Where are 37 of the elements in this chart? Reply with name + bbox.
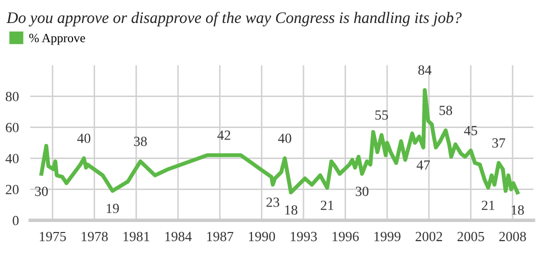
x-tick-label: 1984: [165, 232, 192, 242]
y-tick-label: 0: [12, 216, 19, 226]
y-tick-label: 80: [6, 92, 19, 102]
x-tick-label: 2002: [416, 232, 442, 242]
chart-title: Do you approve or disapprove of the way Congress is handling its job?: [6, 12, 462, 26]
annotation: 58: [440, 106, 452, 116]
annotation: 30: [356, 186, 368, 196]
annotation: 37: [492, 138, 506, 148]
x-tick-label: 1990: [248, 232, 276, 242]
annotation: 45: [464, 126, 478, 136]
y-tick-label: 20: [6, 184, 19, 194]
annotation: 38: [134, 136, 147, 146]
x-tick-label: 1993: [290, 232, 317, 242]
annotation: 23: [266, 198, 280, 207]
annotation: 47: [416, 160, 430, 170]
annotation: 55: [375, 110, 388, 120]
annotation: 84: [418, 65, 432, 75]
y-tick-label: 60: [6, 122, 19, 132]
x-tick-label: 2008: [499, 232, 526, 242]
x-tick-label: 1996: [332, 232, 359, 242]
legend-label: % Approve: [29, 34, 85, 45]
y-tick-label: 40: [6, 154, 19, 164]
x-tick-label: 2005: [457, 232, 484, 242]
annotation: 30: [35, 186, 48, 196]
x-tick-label: 1981: [124, 232, 150, 242]
annotation: 19: [106, 204, 119, 214]
annotation: 40: [278, 134, 292, 143]
annotation: 18: [512, 205, 524, 215]
x-tick-label: 1975: [40, 232, 66, 242]
annotation: 21: [482, 200, 494, 210]
x-tick-label: 1999: [374, 232, 400, 242]
annotation: 40: [77, 134, 90, 143]
annotation: 18: [285, 205, 298, 215]
x-tick-label: 1978: [82, 232, 108, 242]
annotation: 42: [217, 130, 230, 140]
annotation: 21: [320, 200, 334, 210]
x-tick-label: 1987: [207, 232, 234, 242]
